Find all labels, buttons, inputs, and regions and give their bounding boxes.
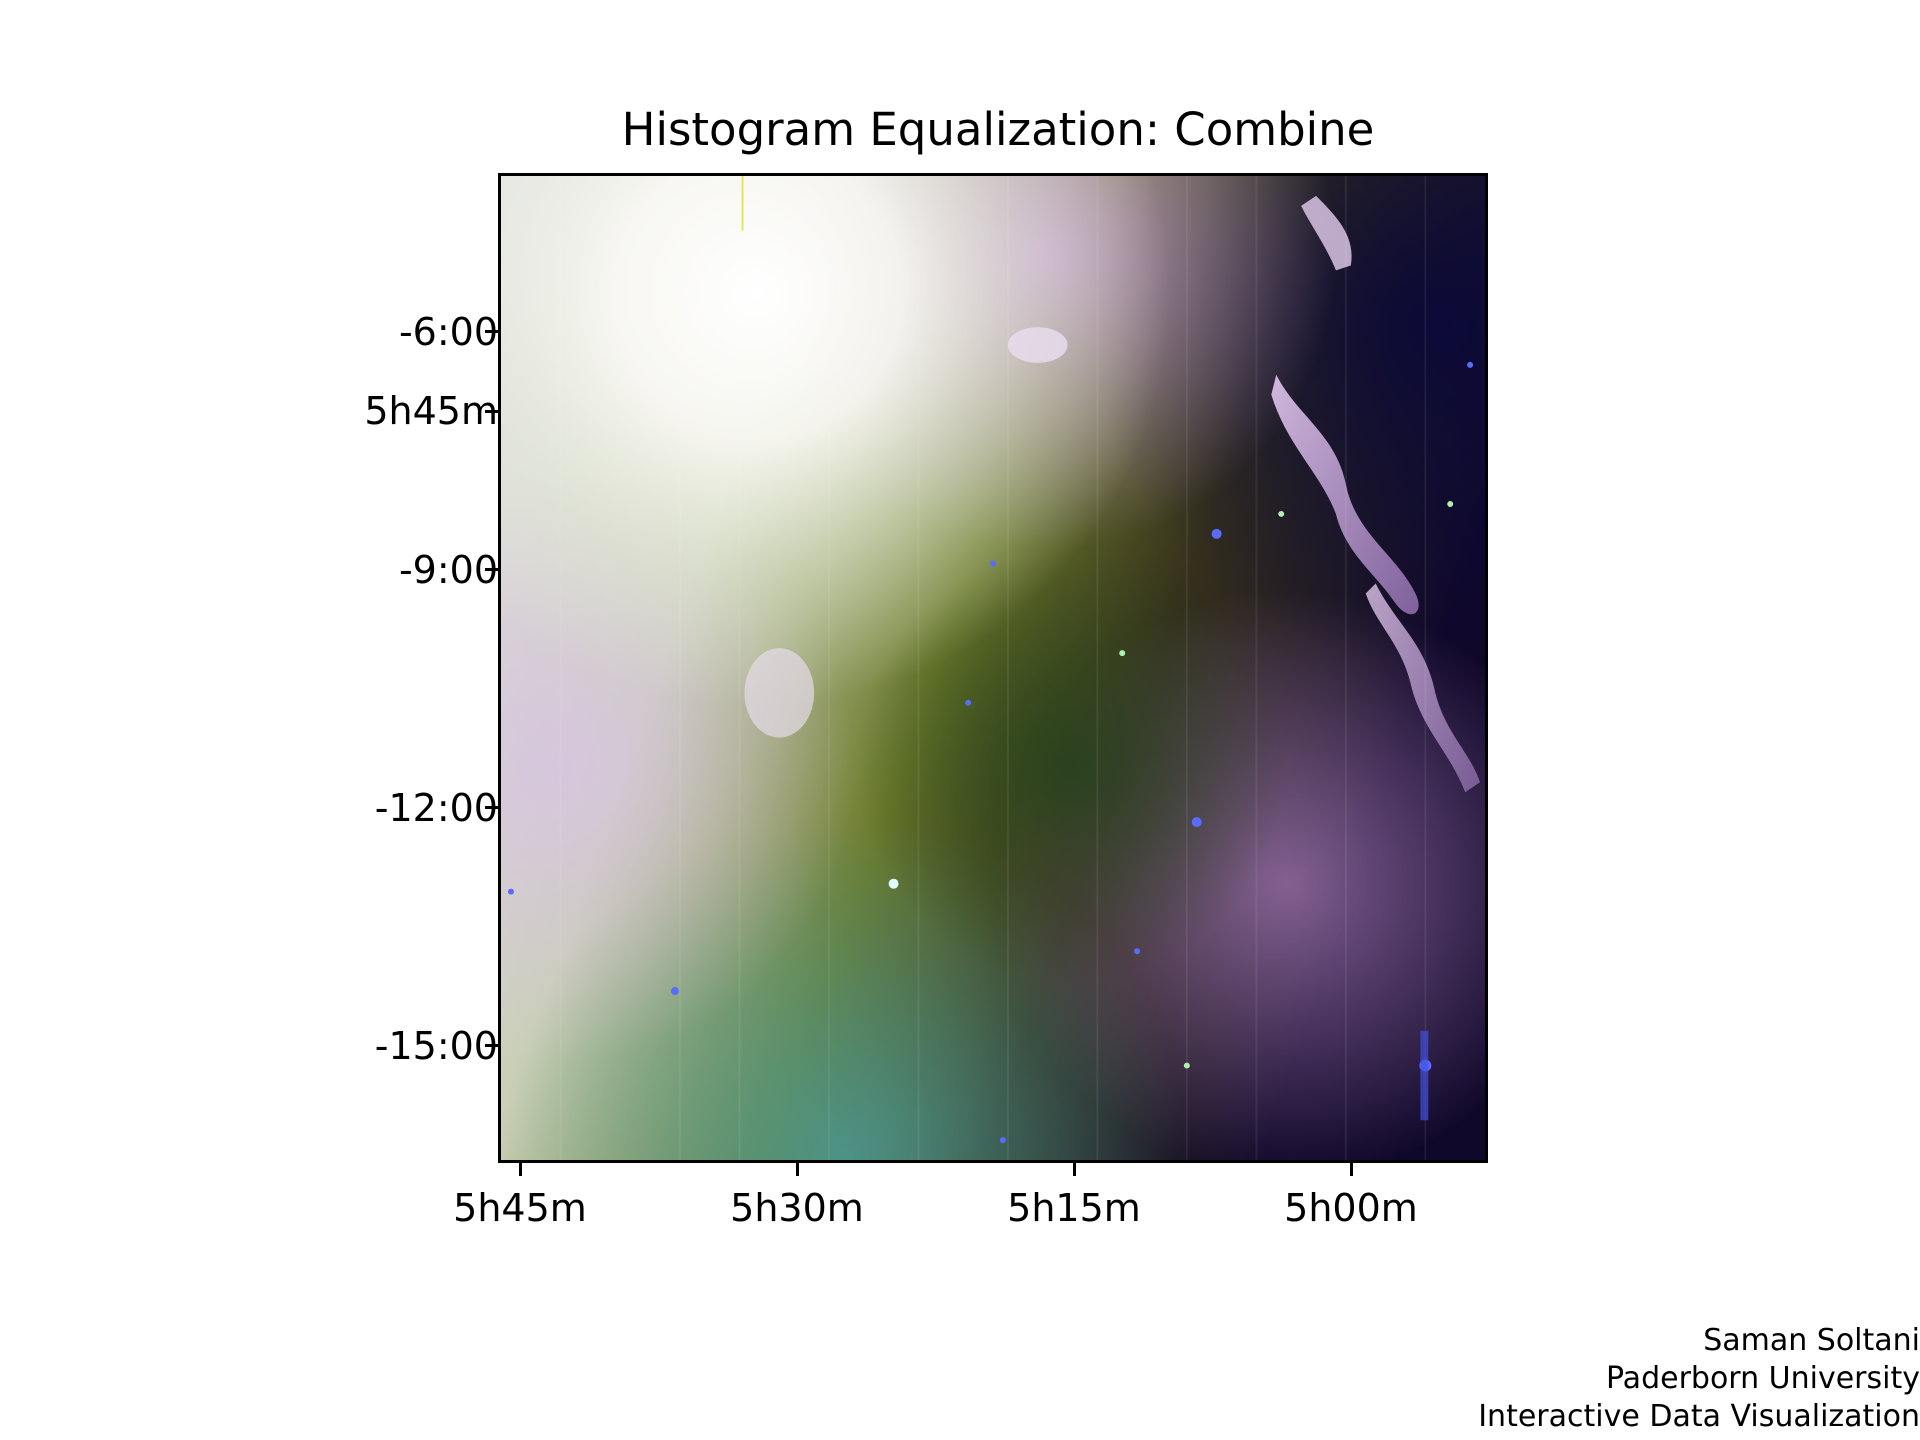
- x-tick-label: 5h15m: [1007, 1186, 1141, 1230]
- y-tick-label: -9:00: [398, 548, 498, 592]
- figure-title: Histogram Equalization: Combine: [621, 103, 1375, 156]
- x-tick-label: 5h45m: [453, 1186, 587, 1230]
- nebula-render: [501, 176, 1485, 1160]
- y-tick-mark: [485, 1044, 498, 1047]
- y-tick-mark: [485, 330, 498, 333]
- y-tick-label: -15:00: [374, 1024, 498, 1068]
- x-tick-mark: [519, 1163, 522, 1176]
- x-tick-label: 5h00m: [1284, 1186, 1418, 1230]
- credit-university: Paderborn University: [1605, 1361, 1920, 1396]
- x-tick-mark: [796, 1163, 799, 1176]
- credit-author: Saman Soltani: [1703, 1323, 1920, 1358]
- y-tick-mark: [485, 410, 498, 413]
- y-tick-label: 5h45m: [364, 389, 498, 433]
- credit-course: Interactive Data Visualization: [1478, 1399, 1920, 1434]
- y-tick-label: -6:00: [398, 310, 498, 354]
- x-tick-mark: [1073, 1163, 1076, 1176]
- x-tick-label: 5h30m: [730, 1186, 864, 1230]
- y-tick-mark: [485, 568, 498, 571]
- nebula-image: [498, 173, 1488, 1163]
- x-tick-mark: [1350, 1163, 1353, 1176]
- credit-block: Saman Soltani Paderborn University Inter…: [1478, 1322, 1920, 1436]
- y-tick-mark: [485, 806, 498, 809]
- y-tick-label: -12:00: [374, 786, 498, 830]
